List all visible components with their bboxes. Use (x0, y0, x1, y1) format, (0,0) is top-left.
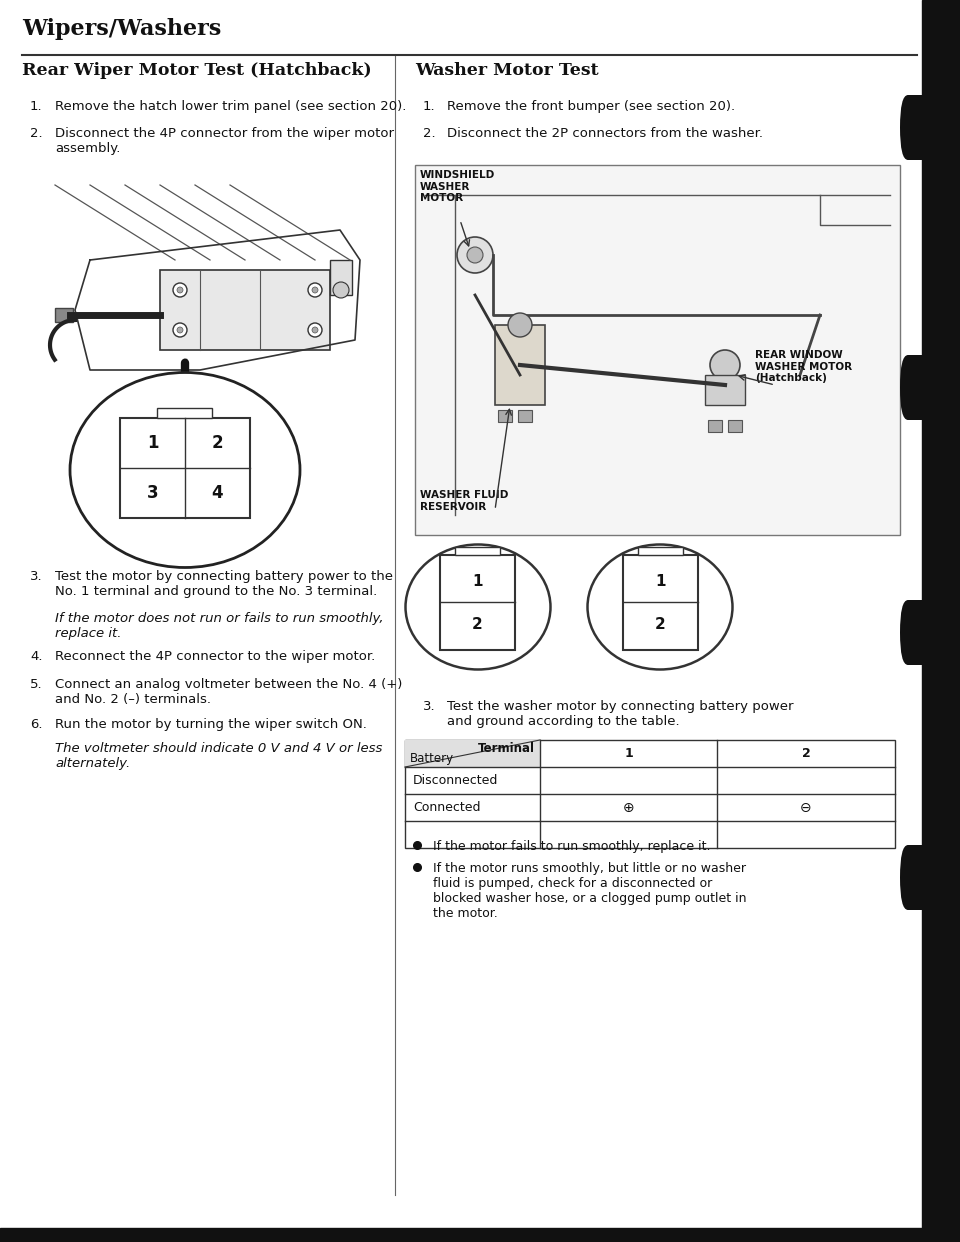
Ellipse shape (588, 544, 732, 669)
Text: 2: 2 (802, 746, 810, 760)
Text: Disconnect the 4P connector from the wiper motor
assembly.: Disconnect the 4P connector from the wip… (55, 127, 394, 155)
Bar (498, 410, 512, 422)
Bar (415, 165, 900, 535)
Bar (922, 0, 960, 1242)
Bar (160, 270, 330, 350)
Ellipse shape (405, 544, 550, 669)
Text: 2: 2 (212, 433, 224, 452)
Circle shape (312, 327, 318, 333)
Bar (405, 740, 895, 848)
Circle shape (467, 247, 483, 263)
Text: 4: 4 (212, 484, 224, 502)
Circle shape (308, 323, 322, 337)
Text: Connected: Connected (413, 801, 481, 814)
Text: Disconnect the 2P connectors from the washer.: Disconnect the 2P connectors from the wa… (447, 127, 763, 140)
Text: Remove the hatch lower trim panel (see section 20).: Remove the hatch lower trim panel (see s… (55, 101, 406, 113)
Text: 4.: 4. (30, 650, 42, 663)
Text: 6.: 6. (30, 718, 42, 732)
Text: ⊕: ⊕ (623, 801, 635, 815)
Text: 3: 3 (147, 484, 158, 502)
Text: 1: 1 (147, 433, 158, 452)
Text: WASHER FLUID
RESERVOIR: WASHER FLUID RESERVOIR (420, 491, 509, 512)
PathPatch shape (900, 845, 922, 910)
PathPatch shape (900, 355, 922, 420)
Bar (330, 260, 352, 296)
Text: Run the motor by turning the wiper switch ON.: Run the motor by turning the wiper switc… (55, 718, 367, 732)
Text: carmanualsonline.info: carmanualsonline.info (780, 1238, 880, 1242)
Bar (623, 555, 698, 650)
Text: Remove the front bumper (see section 20).: Remove the front bumper (see section 20)… (447, 101, 735, 113)
Text: 1: 1 (624, 746, 633, 760)
Text: Test the motor by connecting battery power to the
No. 1 terminal and ground to t: Test the motor by connecting battery pow… (55, 570, 393, 597)
Text: 1.: 1. (423, 101, 436, 113)
Text: 1: 1 (472, 574, 483, 589)
Bar (518, 410, 532, 422)
Circle shape (177, 287, 183, 293)
Text: Wipers/Washers: Wipers/Washers (22, 17, 221, 40)
Text: Disconnected: Disconnected (413, 774, 498, 787)
Text: 2: 2 (472, 617, 483, 632)
Text: Rear Wiper Motor Test (Hatchback): Rear Wiper Motor Test (Hatchback) (22, 62, 372, 79)
Bar (638, 546, 683, 555)
Text: Washer Motor Test: Washer Motor Test (415, 62, 599, 79)
Bar (705, 375, 745, 405)
Text: Test the washer motor by connecting battery power
and ground according to the ta: Test the washer motor by connecting batt… (447, 700, 794, 728)
PathPatch shape (900, 94, 922, 160)
Text: Connect an analog voltmeter between the No. 4 (+)
and No. 2 (–) terminals.: Connect an analog voltmeter between the … (55, 678, 402, 705)
Text: If the motor runs smoothly, but little or no washer
fluid is pumped, check for a: If the motor runs smoothly, but little o… (433, 862, 747, 920)
PathPatch shape (900, 600, 922, 664)
Text: ⊖: ⊖ (801, 801, 812, 815)
Bar (708, 420, 722, 432)
Text: 3.: 3. (30, 570, 42, 582)
Text: If the motor does not run or fails to run smoothly,
replace it.: If the motor does not run or fails to ru… (55, 612, 384, 640)
Text: 2.: 2. (30, 127, 42, 140)
Text: REAR WINDOW
WASHER MOTOR
(Hatchback): REAR WINDOW WASHER MOTOR (Hatchback) (755, 350, 852, 384)
Text: WINDSHIELD
WASHER
MOTOR: WINDSHIELD WASHER MOTOR (420, 170, 495, 204)
Text: The voltmeter should indicate 0 V and 4 V or less
alternately.: The voltmeter should indicate 0 V and 4 … (55, 741, 382, 770)
Bar (120, 419, 250, 518)
Text: 3.: 3. (423, 700, 436, 713)
Circle shape (457, 237, 493, 273)
Text: If the motor fails to run smoothly, replace it.: If the motor fails to run smoothly, repl… (433, 840, 710, 853)
Text: 1: 1 (656, 574, 665, 589)
Bar (440, 555, 515, 650)
Circle shape (312, 287, 318, 293)
Circle shape (173, 283, 187, 297)
Bar (455, 546, 500, 555)
Text: Reconnect the 4P connector to the wiper motor.: Reconnect the 4P connector to the wiper … (55, 650, 375, 663)
Text: 5.: 5. (30, 678, 42, 691)
Bar (495, 325, 545, 405)
Ellipse shape (70, 373, 300, 568)
Text: 2.: 2. (423, 127, 436, 140)
Bar (55, 308, 73, 322)
Text: 1.: 1. (30, 101, 42, 113)
Bar (0, 1228, 960, 1242)
Circle shape (333, 282, 349, 298)
Bar (728, 420, 742, 432)
Circle shape (308, 283, 322, 297)
Circle shape (173, 323, 187, 337)
Text: 2: 2 (655, 617, 666, 632)
Text: 23-218: 23-218 (22, 1230, 104, 1242)
Circle shape (710, 350, 740, 380)
Bar (157, 409, 212, 419)
Bar (405, 740, 540, 768)
Text: Terminal: Terminal (478, 741, 535, 755)
Circle shape (177, 327, 183, 333)
Circle shape (508, 313, 532, 337)
Text: Battery: Battery (410, 753, 454, 765)
